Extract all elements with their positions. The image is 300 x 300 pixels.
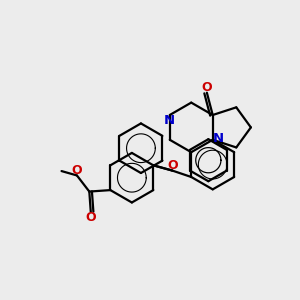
Text: N: N: [164, 114, 175, 127]
Text: O: O: [72, 164, 82, 177]
Text: O: O: [202, 81, 212, 94]
Text: N: N: [212, 132, 224, 145]
Text: O: O: [85, 211, 96, 224]
Text: O: O: [167, 159, 178, 172]
